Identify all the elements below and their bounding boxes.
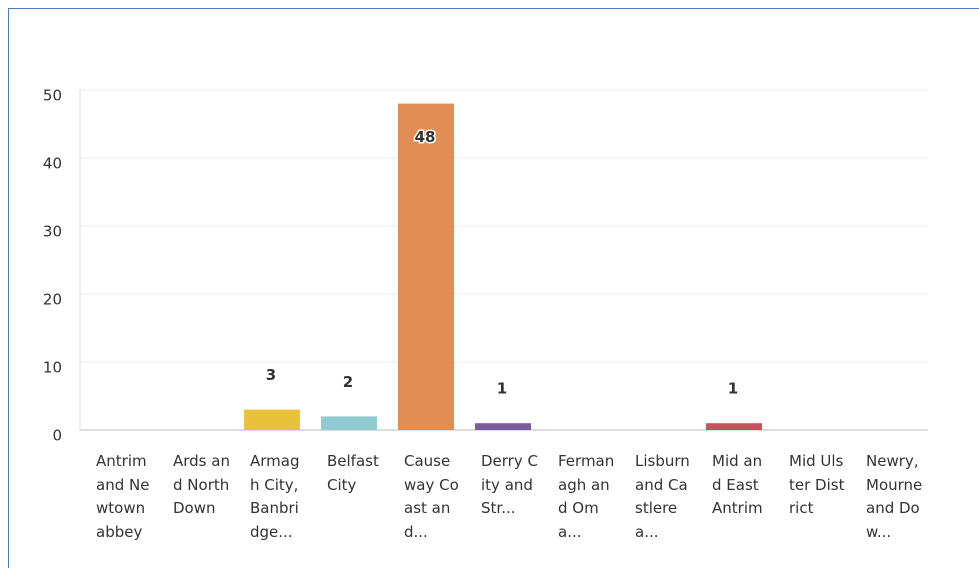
y-tick-label: 40 [43,155,62,173]
bar [475,423,531,430]
y-tick-label: 20 [43,291,62,309]
data-label: 3 [266,366,276,384]
x-tick-label: Causeway Coast and... [404,452,459,541]
data-label: 2 [343,373,353,391]
y-tick-label: 30 [43,223,62,241]
x-tick-label: Newry, Mourne and Dow... [866,452,923,541]
x-tick-label: Antrim and Newtownabbey [96,452,150,541]
x-tick-label: Fermanagh and Oma... [558,452,615,541]
x-tick-label: Armagh City, Banbridge... [250,452,300,541]
bar [321,416,377,430]
x-tick-label: Derry City and Str... [481,452,538,517]
data-label: 1 [728,380,738,398]
x-tick-label: Lisburn and Castlerea... [635,452,690,541]
data-label: 48 [415,128,436,146]
x-tick-label: Mid and East Antrim [712,452,763,517]
bar [706,423,762,430]
x-tick-label: Belfast City [327,452,379,494]
y-tick-label: 0 [52,427,62,445]
bar [244,409,300,430]
x-tick-label: Mid Ulster District [789,452,845,517]
y-tick-label: 50 [43,87,62,105]
bar [398,103,454,430]
x-tick-label: Ards and North Down [173,452,230,517]
panel-frame [8,8,979,568]
y-tick-label: 10 [43,359,62,377]
data-label: 1 [497,380,507,398]
